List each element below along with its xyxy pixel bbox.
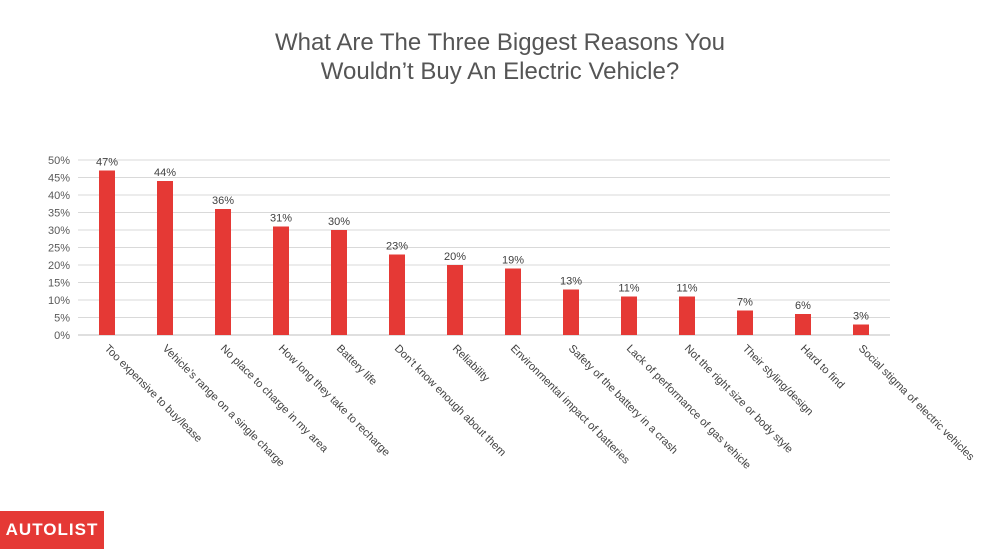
x-tick-label-8: Environmental impact of batteries [508, 343, 632, 467]
data-label-12: 7% [737, 297, 753, 309]
data-label-4: 31% [270, 213, 292, 225]
bar-4 [273, 226, 289, 335]
y-tick-label: 0% [54, 330, 70, 342]
y-tick-label: 25% [48, 243, 70, 255]
chart-title: What Are The Three Biggest Reasons You W… [0, 28, 1000, 86]
x-tick-label-11: Not the right size or body style [682, 343, 795, 456]
x-tick-label-10: Lack of performance of gas vehicle [624, 343, 753, 472]
bar-1 [99, 170, 115, 335]
bars [99, 170, 869, 335]
y-tick-label: 35% [48, 208, 70, 220]
bar-8 [505, 268, 521, 335]
data-label-11: 11% [676, 283, 697, 295]
data-label-14: 3% [853, 311, 869, 323]
y-tick-label: 50% [48, 155, 70, 167]
data-label-7: 20% [444, 251, 466, 263]
data-label-3: 36% [212, 195, 234, 207]
bar-13 [795, 314, 811, 335]
data-label-6: 23% [386, 241, 408, 253]
x-tick-label-6: Don’t know enough about them [392, 343, 508, 459]
x-tick-label-13: Hard to find [798, 343, 847, 392]
x-tick-label-9: Safety of the battery in a crash [566, 343, 680, 457]
x-tick-label-7: Reliability [450, 343, 492, 385]
bar-10 [621, 296, 637, 335]
x-tick-label-5: Battery life [334, 343, 379, 388]
autolist-logo: AUTOLIST [0, 511, 104, 549]
bar-11 [679, 296, 695, 335]
chart-title-line-1: What Are The Three Biggest Reasons You [274, 29, 726, 56]
bar-5 [331, 230, 347, 335]
y-tick-label: 10% [48, 295, 70, 307]
bar-14 [853, 324, 869, 335]
data-label-10: 11% [618, 283, 639, 295]
data-label-8: 19% [502, 255, 524, 267]
x-tick-label-4: How long they take to recharge [276, 343, 392, 459]
y-tick-label: 5% [54, 313, 70, 325]
data-label-1: 47% [96, 157, 118, 169]
data-label-9: 13% [560, 276, 582, 288]
y-tick-label: 45% [48, 173, 70, 185]
data-labels: 47% 44% 36% 31% 30% 23% 20% 19% 13% 11% 11% 7% 6% 3% [96, 157, 869, 323]
x-tick-label-2: Vehicle’s range on a single charge [160, 343, 287, 470]
y-tick-label: 20% [48, 260, 70, 272]
data-label-5: 30% [328, 216, 350, 228]
y-tick-label: 30% [48, 225, 70, 237]
bar-12 [737, 310, 753, 335]
data-label-13: 6% [795, 300, 811, 312]
x-tick-label-1: Too expensive to buy/lease [102, 343, 204, 445]
y-tick-label: 40% [48, 190, 70, 202]
y-tick-label: 15% [48, 278, 70, 290]
grid-lines [78, 159, 890, 336]
bar-3 [215, 209, 231, 335]
data-label-2: 44% [154, 167, 176, 179]
bar-6 [389, 254, 405, 335]
bar-9 [563, 289, 579, 335]
chart-title-line-2: Wouldn’t Buy An Electric Vehicle? [320, 58, 680, 85]
x-tick-label-3: No place to charge in my area [218, 343, 331, 456]
bar-7 [447, 265, 463, 335]
x-tick-label-14: Social stigma of electric vehicles [856, 343, 977, 464]
y-axis-ticks: 0% 5% 10% 15% 20% 25% 30% 35% 40% 45% 50% [48, 155, 70, 342]
bar-2 [157, 181, 173, 335]
